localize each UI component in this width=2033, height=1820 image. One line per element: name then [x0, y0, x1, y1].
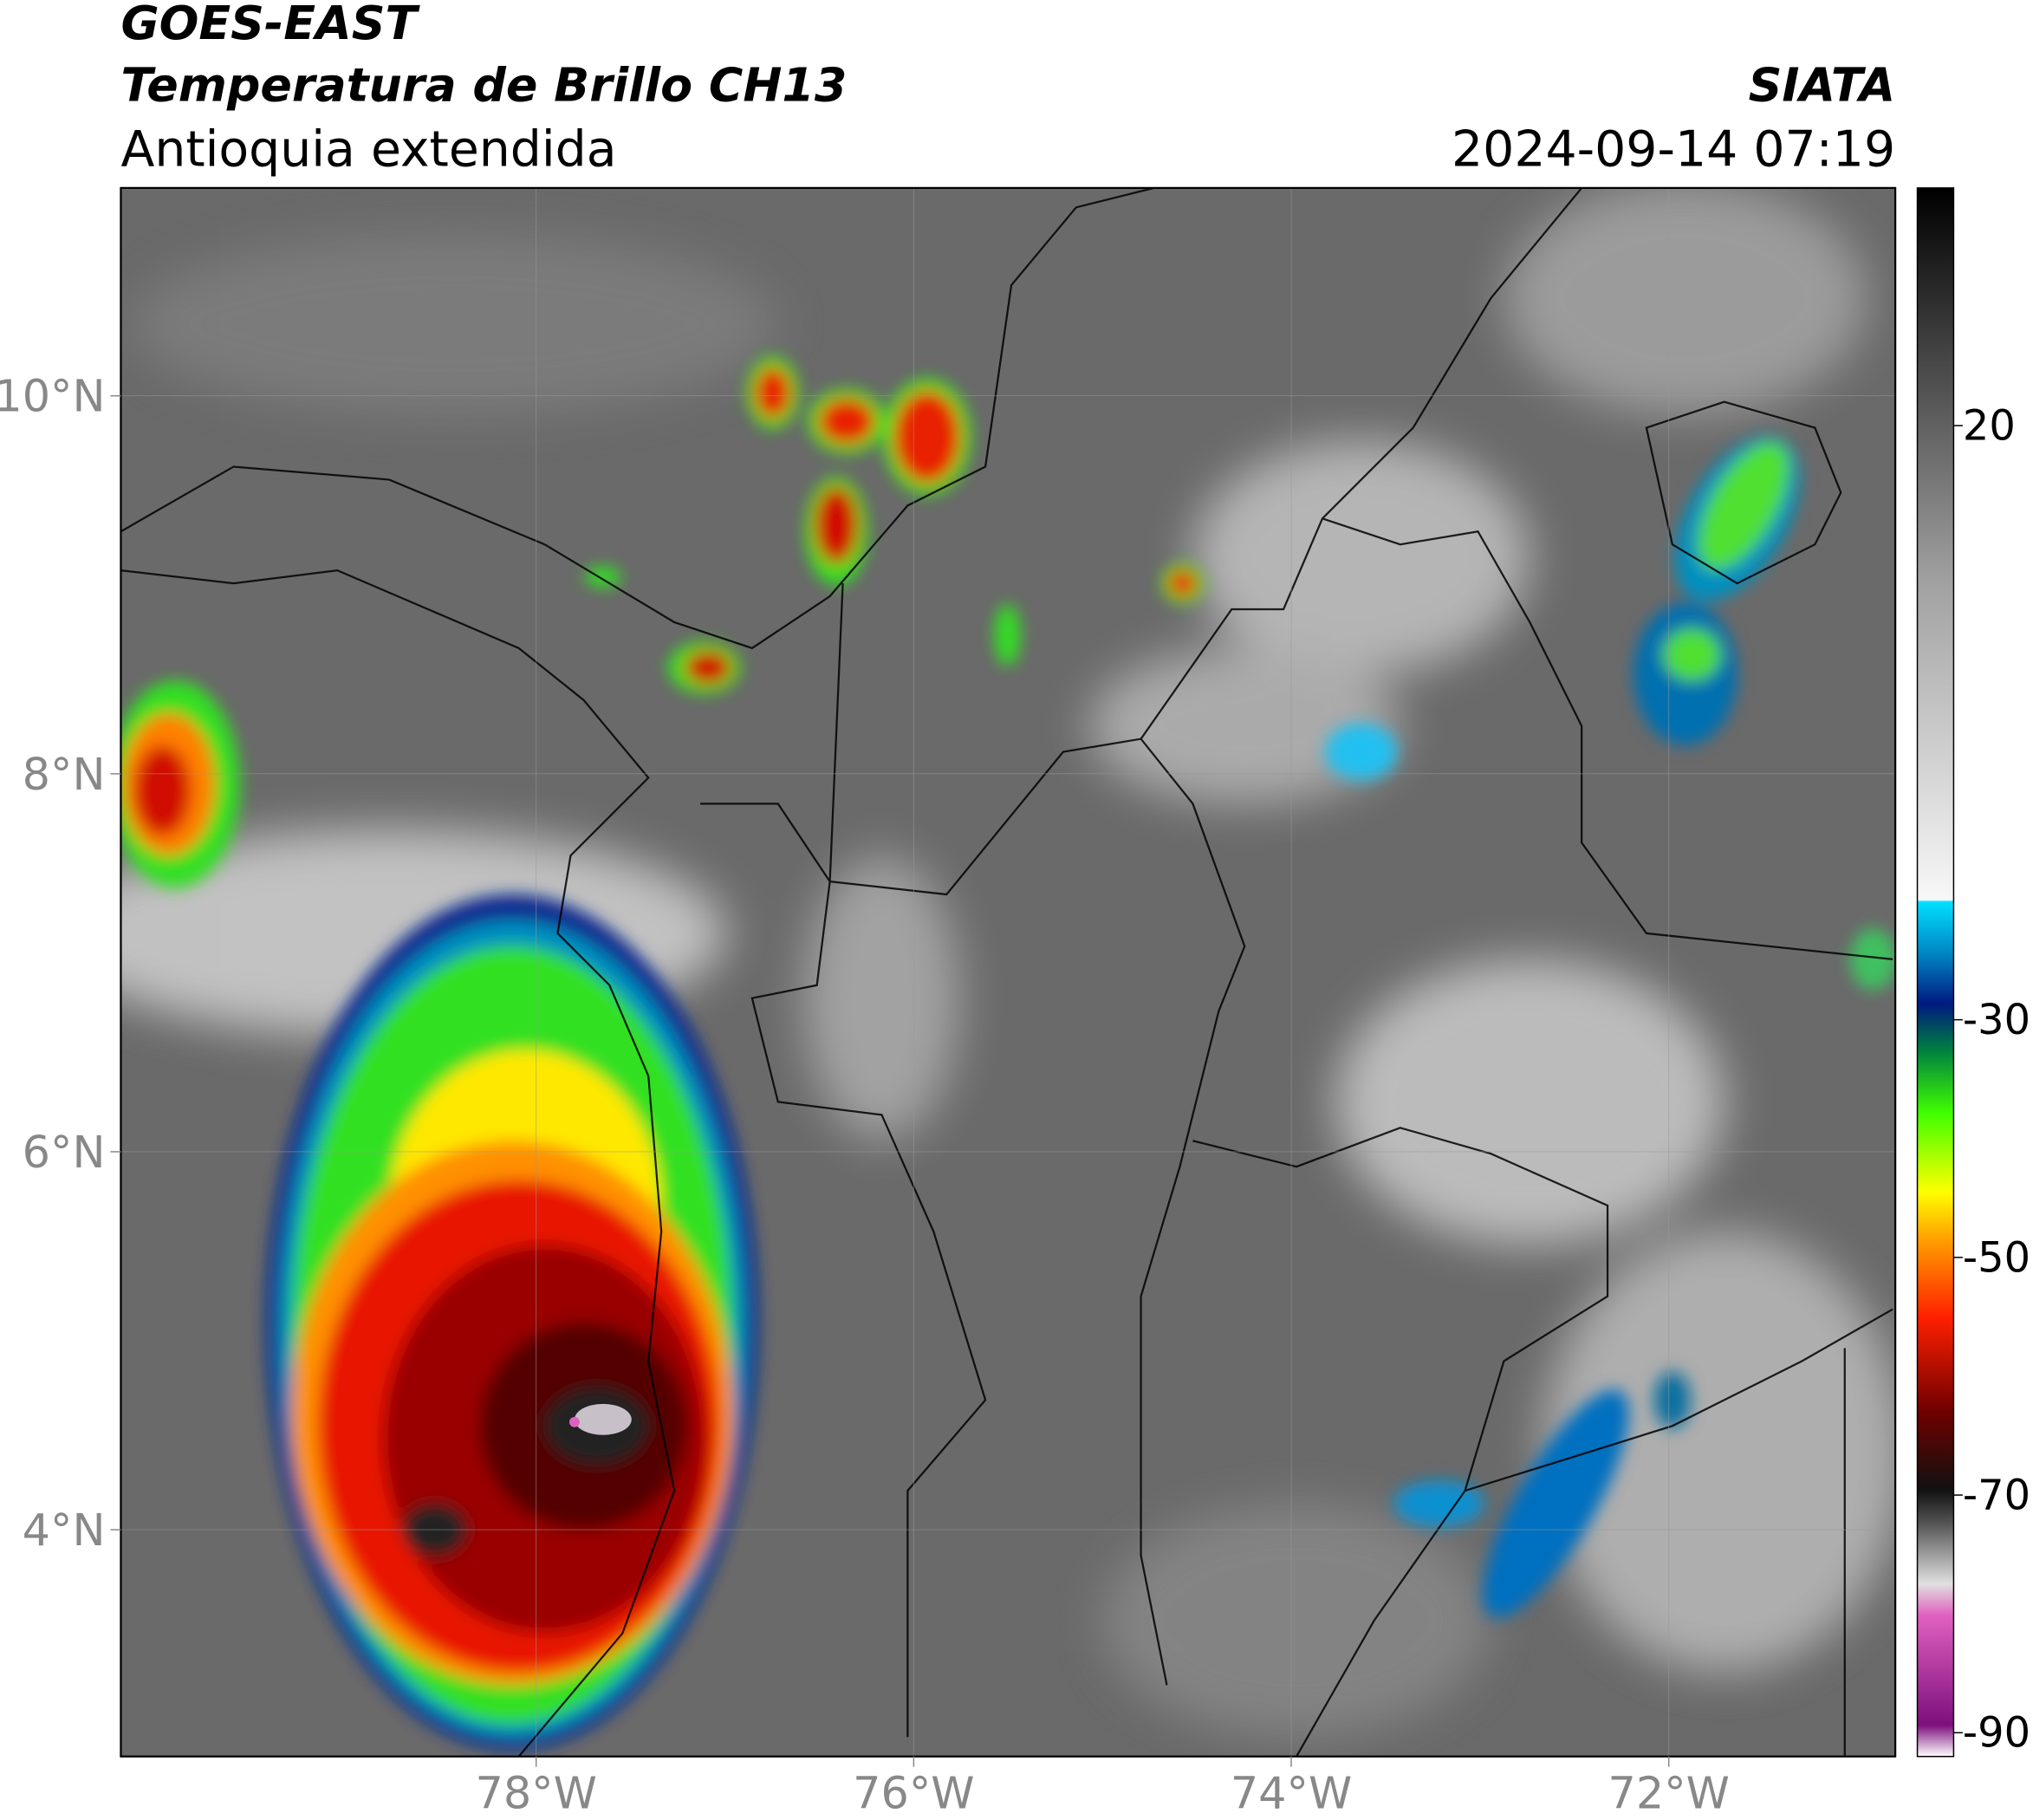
cold-core: [574, 1403, 632, 1435]
y-tick-label: 10°N: [0, 371, 106, 422]
colorbar-tick-label: 20: [1963, 403, 2016, 451]
colorbar: [1916, 187, 1955, 1758]
x-tick-label: 78°W: [475, 1768, 596, 1819]
datetime: 2024-09-14 07:19: [1452, 120, 1895, 178]
y-tick-label: 8°N: [23, 749, 106, 800]
grid: [120, 187, 1896, 1757]
x-tick-label: 76°W: [853, 1768, 974, 1819]
source: SIATA: [1749, 58, 1896, 113]
region: Antioquia extendida: [120, 120, 616, 178]
colorbar-tick-label: -70: [1963, 1472, 2030, 1520]
borders: [120, 187, 1893, 1757]
x-tick-label: 72°W: [1608, 1768, 1729, 1819]
colorbar-tick-label: -30: [1963, 997, 2030, 1044]
colorbar-tick-label: -90: [1963, 1710, 2030, 1758]
title: GOES-EAST: [120, 0, 420, 50]
x-tick-label: 74°W: [1231, 1768, 1352, 1819]
satellite-image: [120, 187, 1896, 1757]
y-tick-label: 4°N: [23, 1505, 106, 1556]
colorbar-tick-label: -50: [1963, 1234, 2030, 1282]
subtitle: Temperatura de Brillo CH13: [120, 58, 847, 113]
y-tick-label: 6°N: [23, 1127, 106, 1178]
map-frame: [120, 186, 1897, 1758]
